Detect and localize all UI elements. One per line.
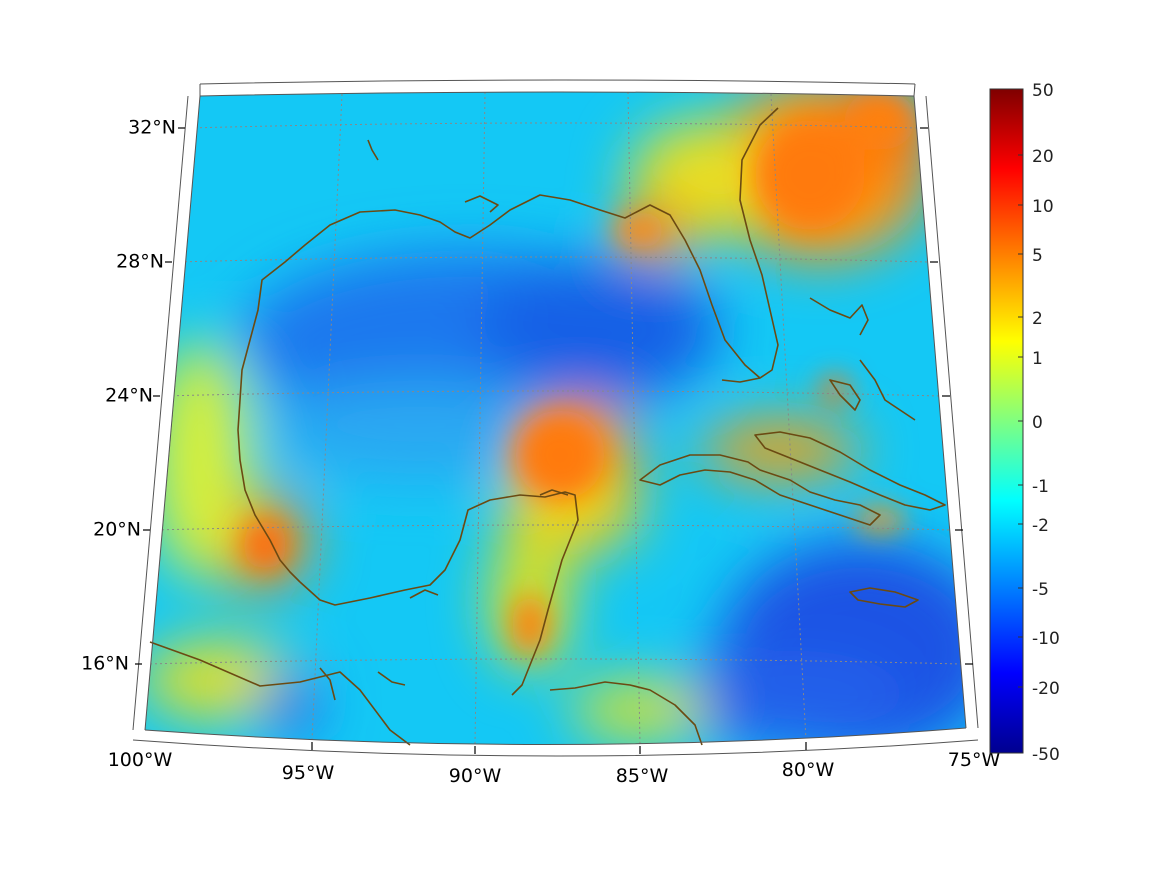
colorbar: 50 20 10 5 2 1 0 -1 -2 -5 -10 -20 -50 <box>989 81 1060 765</box>
colorbar-tick-label: -20 <box>1032 679 1060 699</box>
lon-label: 80°W <box>782 759 835 781</box>
map-frame <box>132 79 979 757</box>
colorbar-tick-label: 0 <box>1032 413 1043 433</box>
colorbar-tick-label: 2 <box>1032 309 1043 329</box>
lat-label: 28°N <box>116 251 164 273</box>
colorbar-ticks <box>1018 154 1023 688</box>
coastline <box>149 107 946 746</box>
lat-label: 32°N <box>128 117 176 139</box>
lat-label: 24°N <box>105 385 153 407</box>
lon-label: 75°W <box>948 749 1001 771</box>
lon-label: 95°W <box>282 762 335 784</box>
colorbar-tick-label: 50 <box>1032 81 1054 101</box>
lat-label: 16°N <box>81 653 129 675</box>
frame-ticks <box>135 127 973 754</box>
lon-label: 90°W <box>449 765 502 787</box>
colorbar-tick-label: -5 <box>1032 580 1049 600</box>
colorbar-tick-label: 1 <box>1032 349 1043 369</box>
colorbar-tick-label: -50 <box>1032 745 1060 765</box>
lon-label: 100°W <box>108 749 173 771</box>
colorbar-tick-label: 10 <box>1032 197 1054 217</box>
colorbar-tick-label: 20 <box>1032 147 1054 167</box>
data-field <box>145 92 966 745</box>
colorbar-tick-label: -1 <box>1032 477 1049 497</box>
colorbar-tick-label: 5 <box>1032 246 1043 266</box>
colorbar-tick-label: -2 <box>1032 516 1049 536</box>
longitude-labels: 100°W 95°W 90°W 85°W 80°W 75°W <box>108 749 1001 787</box>
lat-label: 20°N <box>93 519 141 541</box>
latitude-labels: 32°N 28°N 24°N 20°N 16°N <box>81 117 176 675</box>
colorbar-tick-label: -10 <box>1032 629 1060 649</box>
lon-label: 85°W <box>616 765 669 787</box>
